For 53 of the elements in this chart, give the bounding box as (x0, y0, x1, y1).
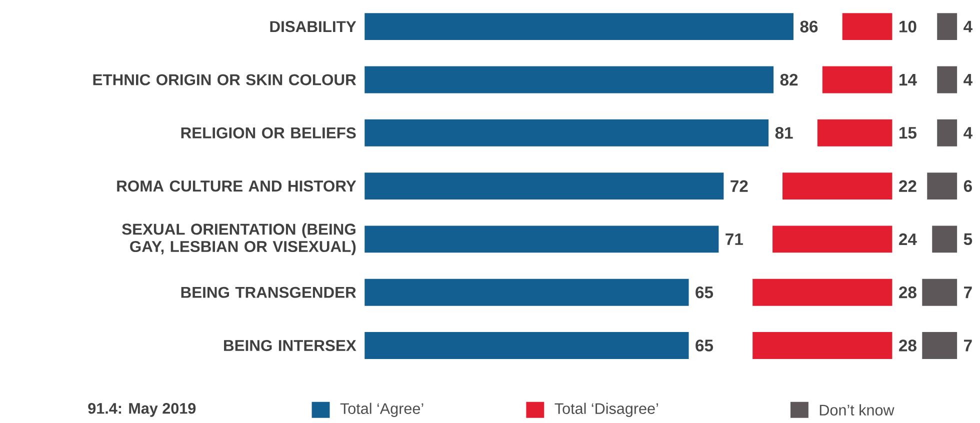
bar (817, 119, 892, 146)
y-tick-label: BEING INTERSEX (224, 340, 356, 352)
bar (752, 332, 892, 360)
data-label: 82 (780, 74, 798, 86)
bar (822, 66, 892, 94)
bar (364, 226, 719, 253)
data-label: 10 (900, 20, 916, 33)
data-label: 24 (899, 233, 917, 246)
bar (932, 226, 958, 253)
bar (922, 332, 958, 360)
bar (937, 66, 958, 94)
bar (927, 172, 958, 200)
legend-label: Don’t know (820, 404, 894, 416)
data-label: 81 (775, 127, 793, 139)
legend-label: Total ‘Disagree’ (554, 402, 658, 418)
bar (937, 119, 958, 146)
text: 91.4: May 2019 (88, 403, 196, 417)
bar (364, 172, 724, 200)
y-tick-label: DISABILITY (270, 21, 356, 32)
bar (364, 66, 774, 94)
data-label: 72 (730, 180, 748, 192)
data-label: 5 (964, 233, 972, 246)
data-label: 4 (964, 20, 972, 32)
bar (937, 13, 958, 40)
bar (364, 332, 689, 360)
data-label: 6 (964, 180, 972, 192)
bar (772, 226, 892, 253)
bar (364, 278, 689, 306)
bar (782, 172, 892, 200)
data-label: 14 (900, 74, 917, 86)
data-label: 28 (899, 340, 916, 352)
data-label: 65 (696, 340, 714, 352)
bar (922, 278, 958, 306)
data-label: 65 (696, 286, 714, 298)
data-label: 15 (900, 127, 916, 139)
y-tick-label: ETHNIC ORIGIN OR SKIN COLOUR (93, 74, 356, 86)
y-tick-label: RELIGION OR BELIEFS (181, 127, 356, 139)
data-label: 4 (964, 127, 972, 139)
data-label: 7 (964, 340, 972, 352)
y-tick-label: BEING TRANSGENDER (181, 286, 356, 298)
data-label: 22 (899, 180, 916, 192)
data-label: 7 (964, 286, 972, 298)
bar (752, 278, 892, 306)
data-label: 71 (726, 234, 743, 245)
bar (364, 119, 769, 146)
data-label: 4 (964, 74, 972, 86)
bar (842, 13, 892, 40)
data-label: 86 (800, 20, 818, 33)
legend-label: Total ‘Agree’ (340, 402, 424, 418)
data-label: 28 (899, 286, 916, 298)
y-tick-label: SEXUAL ORIENTATION (BEING GAY, LESBIAN OR VISEXUAL) (122, 223, 356, 256)
y-tick-label: ROMA CULTURE AND HISTORY (117, 180, 356, 192)
bar (364, 13, 794, 40)
